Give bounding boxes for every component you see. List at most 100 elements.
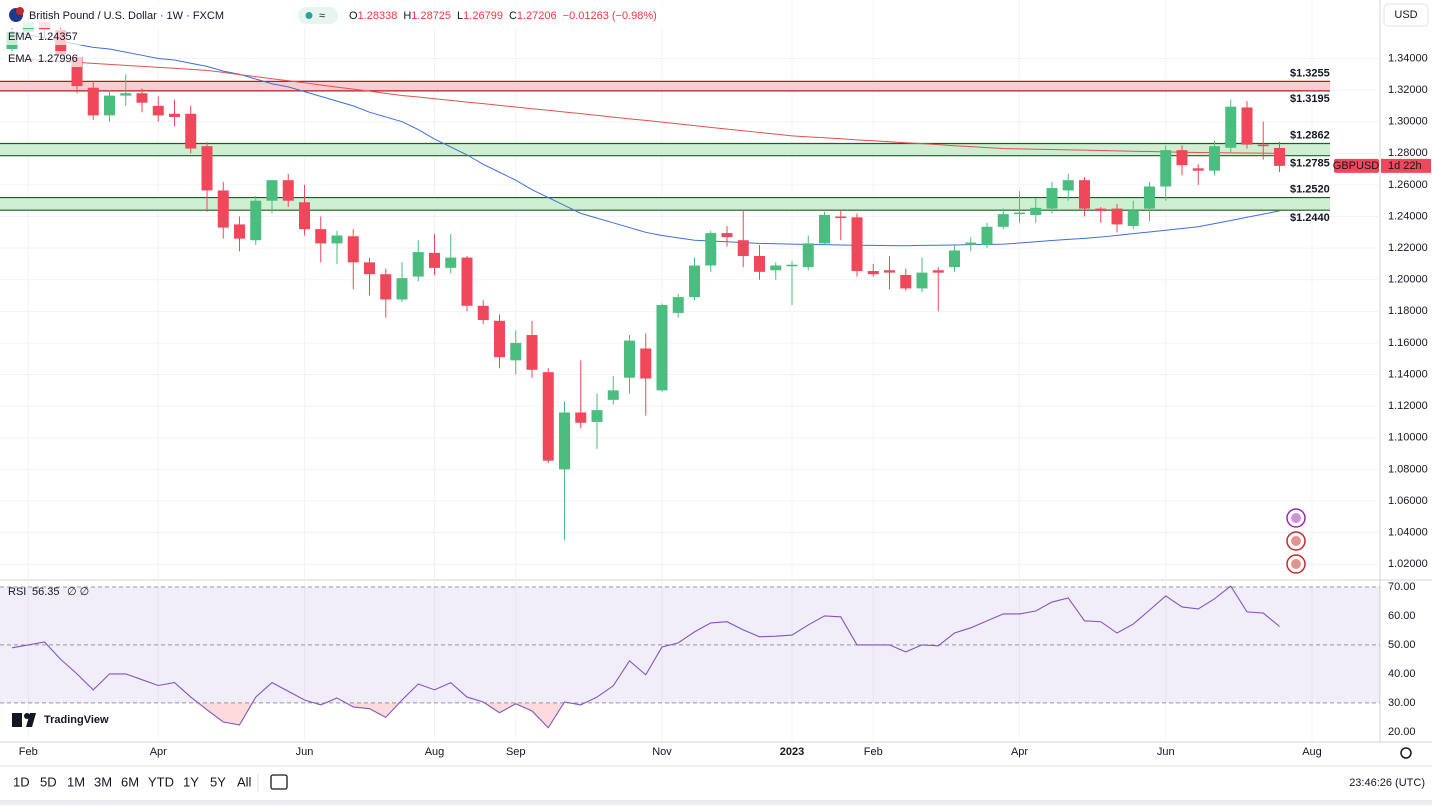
candle-body — [315, 229, 327, 244]
candle-body — [299, 202, 310, 230]
candle-body — [624, 340, 635, 378]
y-tick-label: 1.10000 — [1388, 432, 1428, 444]
y-tick-label: 50.00 — [1388, 639, 1416, 651]
candle-body — [689, 265, 700, 298]
ohlc-key: L — [457, 10, 463, 22]
x-tick-label: Apr — [150, 746, 167, 758]
y-tick-label: 1.04000 — [1388, 526, 1428, 538]
range-button[interactable]: 1D — [13, 774, 30, 789]
zone-label: $1.3195 — [1290, 93, 1330, 105]
candle-body — [607, 390, 619, 400]
candle-body — [185, 113, 197, 149]
candle-body — [1014, 212, 1025, 215]
candle-body — [217, 190, 229, 228]
status-dot — [305, 12, 313, 19]
zone-label: $1.2440 — [1290, 212, 1330, 224]
date-range-icon[interactable] — [270, 774, 288, 790]
range-button[interactable]: All — [237, 774, 252, 789]
candle-body — [1030, 207, 1042, 215]
candle-body — [1111, 208, 1123, 225]
candle-body — [1274, 147, 1285, 166]
x-tick-label: Jun — [1157, 746, 1175, 758]
symbol-icon-b — [16, 7, 24, 15]
candle-body — [477, 305, 489, 321]
candle-body — [965, 242, 977, 245]
zone-label: $1.2862 — [1290, 129, 1330, 141]
x-tick-label: Jun — [296, 746, 314, 758]
legend-bg — [4, 29, 82, 45]
candle-body — [104, 95, 115, 116]
candle-body — [802, 243, 814, 268]
currency-btn[interactable] — [1383, 3, 1429, 27]
range-button[interactable]: 6M — [121, 774, 139, 789]
settings-icon[interactable] — [1400, 747, 1412, 759]
y-tick-label: 1.18000 — [1388, 305, 1428, 317]
status-pill — [298, 7, 338, 24]
x-tick-label: Aug — [1302, 746, 1322, 758]
candle-body — [1225, 106, 1237, 148]
currency-label[interactable]: USD — [1394, 9, 1417, 21]
candle-body — [591, 410, 603, 422]
y-tick-label: 20.00 — [1388, 726, 1416, 738]
y-tick-label: 1.34000 — [1388, 52, 1428, 64]
countdown-tag — [1381, 158, 1431, 173]
candle-body — [819, 214, 830, 244]
ema-line — [11, 57, 1280, 154]
range-button[interactable]: 3M — [94, 774, 112, 789]
candle-body — [412, 252, 424, 277]
candle-body — [87, 87, 99, 116]
y-tick-label: 1.26000 — [1388, 179, 1428, 191]
candle-body — [640, 348, 652, 379]
candle-body — [884, 270, 895, 273]
ohlc-key: H — [403, 10, 411, 22]
candle-body — [396, 278, 408, 300]
range-button[interactable]: 5D — [40, 774, 57, 789]
legend-value: 1.27996 — [38, 53, 78, 65]
candle-body — [835, 216, 847, 219]
candle-body — [916, 272, 928, 289]
candle-body — [867, 271, 879, 275]
candle-body — [1062, 180, 1074, 191]
candle-body — [786, 264, 798, 267]
legend-name: EMA — [8, 31, 33, 43]
range-button[interactable]: YTD — [148, 774, 174, 789]
range-button[interactable]: 1M — [67, 774, 85, 789]
candle-body — [526, 335, 538, 370]
candle-body — [461, 257, 473, 306]
candle-body — [981, 226, 993, 245]
event-icon-dot — [1291, 513, 1301, 523]
x-tick-label: Feb — [19, 746, 38, 758]
brand-mark — [12, 713, 22, 727]
y-tick-label: 30.00 — [1388, 697, 1416, 709]
candle-body — [1257, 144, 1269, 147]
y-tick-label: 70.00 — [1388, 581, 1416, 593]
y-tick-label: 40.00 — [1388, 668, 1416, 680]
candle-body — [705, 233, 717, 266]
x-tick-label: Apr — [1011, 746, 1028, 758]
candle-body — [737, 240, 749, 257]
candle-body — [1160, 150, 1172, 187]
candle-body — [1144, 186, 1155, 209]
candle-body — [234, 224, 245, 239]
range-button[interactable]: 5Y — [210, 774, 226, 789]
bottom-strip — [0, 800, 1432, 805]
ohlc-change: −0.01263 (−0.98%) — [563, 10, 657, 22]
header-bg — [0, 2, 680, 28]
y-tick-label: 1.24000 — [1388, 210, 1428, 222]
range-button[interactable]: 1Y — [183, 774, 199, 789]
x-tick-label: Aug — [425, 746, 445, 758]
zone-label: $1.2785 — [1290, 158, 1330, 170]
ohlc-value: 1.26799 — [463, 10, 503, 22]
candle-body — [559, 412, 570, 470]
x-tick-label: 2023 — [780, 746, 804, 758]
y-tick-label: 1.08000 — [1388, 463, 1428, 475]
candle-body — [266, 180, 278, 201]
brand-mark-dot — [24, 713, 30, 719]
y-tick-label: 1.32000 — [1388, 84, 1428, 96]
candle-body — [510, 342, 522, 361]
event-icon-dot — [1291, 559, 1301, 569]
candle-body — [364, 262, 375, 275]
ohlc-key: O — [349, 10, 358, 22]
ohlc-key: C — [509, 10, 517, 22]
